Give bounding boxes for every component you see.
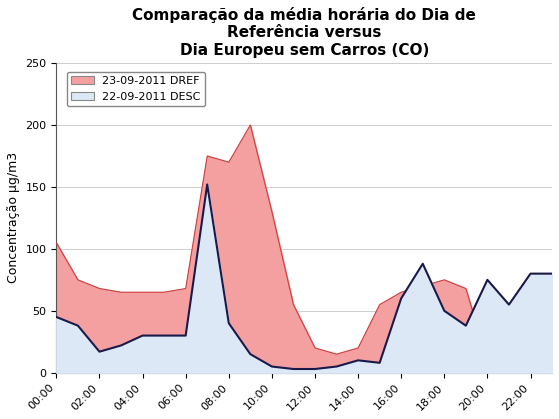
Legend: 23-09-2011 DREF, 22-09-2011 DESC: 23-09-2011 DREF, 22-09-2011 DESC: [67, 72, 205, 106]
Y-axis label: Concentração µg/m3: Concentração µg/m3: [7, 153, 20, 284]
Title: Comparação da média horária do Dia de
Referência versus
Dia Europeu sem Carros (: Comparação da média horária do Dia de Re…: [132, 7, 476, 58]
